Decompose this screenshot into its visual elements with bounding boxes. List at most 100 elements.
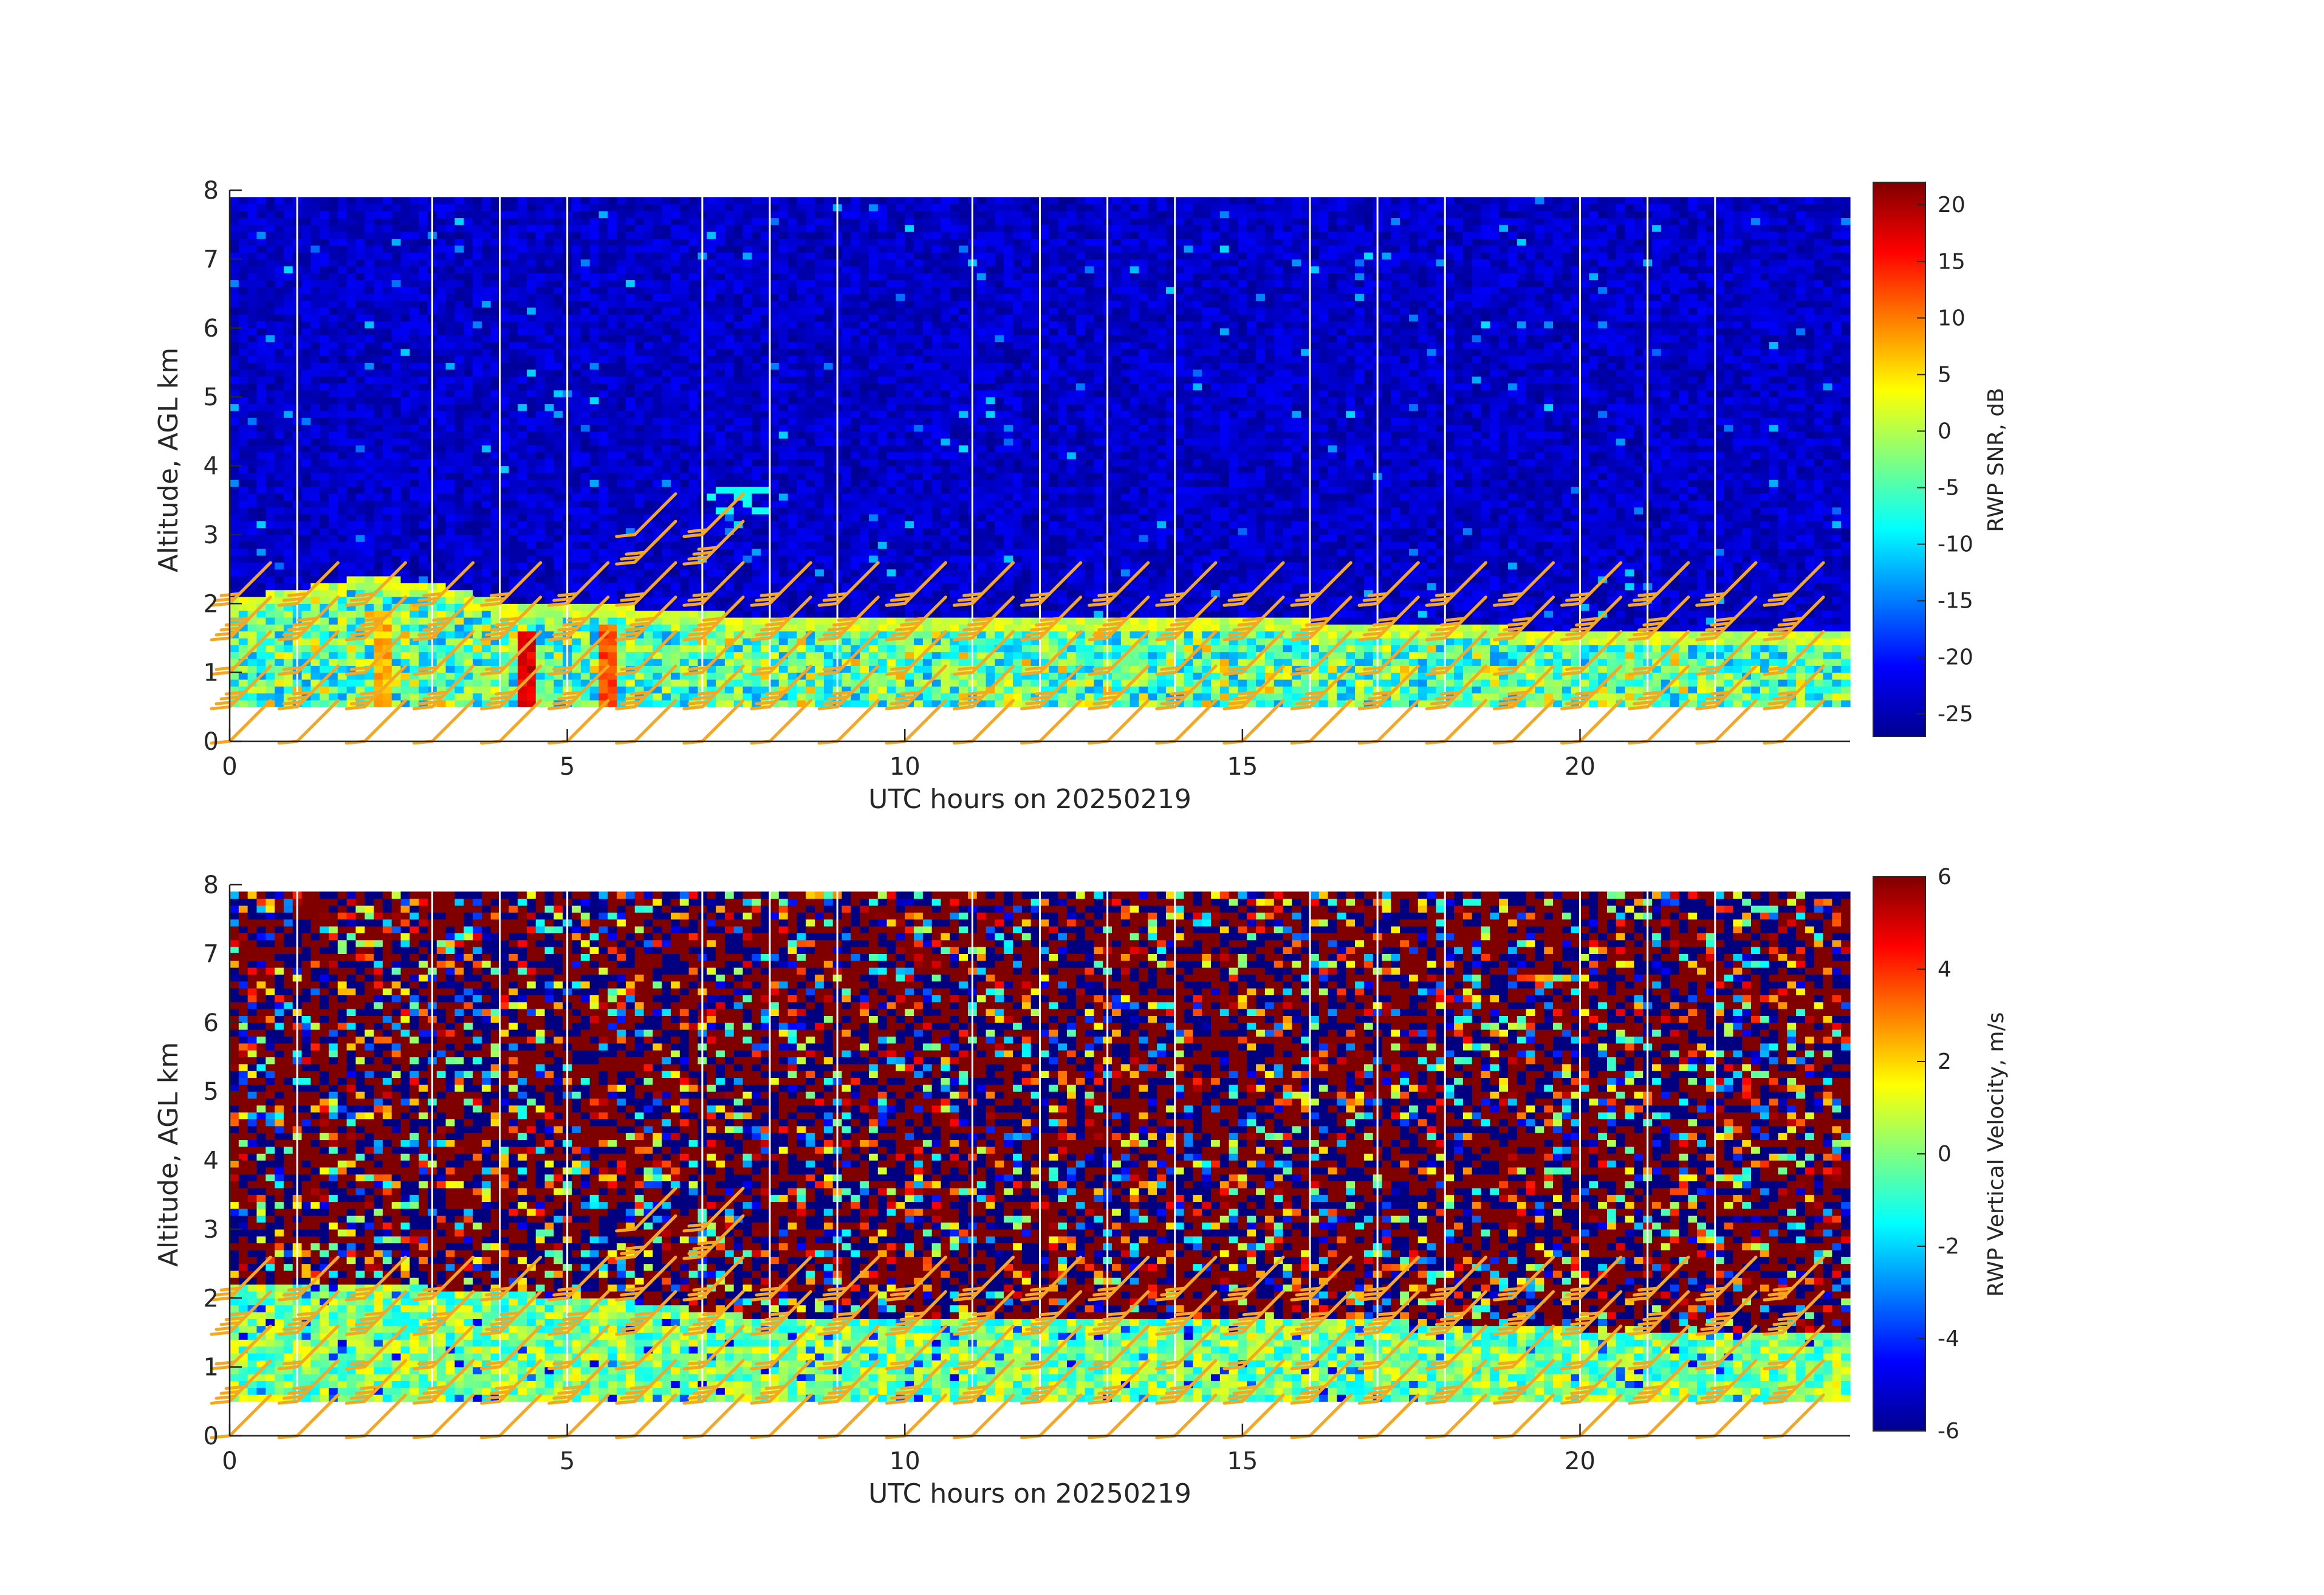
snr-heatmap-cell	[644, 562, 653, 569]
snr-heatmap-cell	[734, 479, 743, 487]
snr-heatmap-cell	[302, 321, 311, 328]
snr-heatmap-cell	[536, 403, 545, 411]
snr-heatmap-cell	[383, 673, 392, 680]
snr-heatmap-cell	[707, 403, 716, 411]
snr-heatmap-cell	[797, 266, 806, 273]
snr-heatmap-cell	[590, 321, 599, 328]
snr-heatmap-cell	[410, 617, 419, 625]
snr-heatmap-cell	[572, 438, 581, 445]
snr-heatmap-cell	[653, 369, 662, 377]
snr-heatmap-cell	[806, 362, 815, 369]
snr-heatmap-cell	[230, 679, 239, 687]
snr-heatmap-cell	[338, 624, 347, 631]
snr-heatmap-cell	[374, 238, 383, 245]
snr-heatmap-cell	[707, 225, 716, 232]
snr-heatmap-cell	[707, 293, 716, 301]
snr-heatmap-cell	[473, 493, 482, 501]
snr-heatmap-cell	[473, 590, 482, 597]
snr-heatmap-cell	[572, 273, 581, 280]
snr-heatmap-cell	[410, 459, 419, 466]
snr-heatmap-cell	[752, 411, 761, 418]
snr-heatmap-cell	[671, 611, 680, 618]
snr-heatmap-cell	[329, 287, 338, 294]
snr-heatmap-cell	[725, 431, 734, 439]
snr-heatmap-cell	[689, 452, 698, 459]
snr-heatmap-cell	[338, 535, 347, 542]
snr-heatmap-cell	[464, 549, 473, 556]
snr-heatmap-cell	[536, 218, 545, 225]
snr-heatmap-cell	[716, 631, 725, 639]
snr-heatmap-cell	[410, 693, 419, 701]
snr-heatmap-cell	[230, 300, 239, 307]
snr-heatmap-cell	[554, 417, 563, 425]
snr-heatmap-cell	[824, 417, 833, 425]
snr-heatmap-cell	[320, 514, 329, 521]
snr-heatmap-cell	[284, 487, 293, 494]
snr-heatmap-cell	[374, 287, 383, 294]
snr-heatmap-cell	[320, 211, 329, 218]
snr-heatmap-cell	[329, 300, 338, 307]
snr-heatmap-cell	[284, 355, 293, 363]
snr-heatmap-cell	[266, 307, 275, 315]
snr-heatmap-cell	[689, 507, 698, 515]
snr-heatmap-cell	[392, 335, 401, 342]
snr-heatmap-cell	[284, 466, 293, 473]
snr-heatmap-cell	[500, 549, 509, 556]
snr-heatmap-cell	[310, 293, 320, 301]
snr-heatmap-cell	[239, 307, 248, 315]
snr-heatmap-cell	[644, 369, 653, 377]
snr-heatmap-cell	[572, 487, 581, 494]
snr-heatmap-cell	[527, 252, 536, 259]
snr-heatmap-cell	[662, 693, 671, 701]
snr-heatmap-cell	[383, 597, 392, 604]
snr-heatmap-cell	[329, 197, 338, 204]
snr-heatmap-cell	[437, 252, 446, 259]
snr-heatmap-cell	[743, 514, 752, 521]
snr-heatmap-cell	[806, 431, 815, 439]
snr-heatmap-cell	[482, 225, 491, 232]
snr-heatmap-cell	[383, 300, 392, 307]
snr-heatmap-cell	[797, 521, 806, 528]
snr-heatmap-cell	[797, 355, 806, 363]
snr-heatmap-cell	[464, 314, 473, 321]
snr-heatmap-cell	[815, 335, 824, 342]
snr-heatmap-cell	[437, 452, 446, 459]
snr-heatmap-cell	[500, 314, 509, 321]
snr-heatmap-cell	[572, 555, 581, 563]
snr-heatmap-cell	[536, 679, 545, 687]
snr-heatmap-cell	[374, 452, 383, 459]
snr-heatmap-cell	[518, 362, 527, 369]
snr-heatmap-cell	[716, 307, 725, 315]
snr-heatmap-cell	[446, 659, 455, 666]
snr-heatmap-cell	[680, 197, 689, 204]
snr-heatmap-cell	[338, 507, 347, 515]
snr-heatmap-cell	[644, 328, 653, 335]
snr-heatmap-cell	[572, 541, 581, 549]
snr-heatmap-cell	[437, 314, 446, 321]
snr-heatmap-cell	[320, 287, 329, 294]
snr-heatmap-cell	[284, 383, 293, 390]
snr-heatmap-cell	[230, 328, 239, 335]
snr-heatmap-cell	[392, 459, 401, 466]
snr-heatmap-cell	[518, 597, 527, 604]
snr-heatmap-cell	[454, 452, 464, 459]
snr-heatmap-cell	[491, 549, 500, 556]
snr-heatmap-cell	[355, 211, 365, 218]
snr-heatmap-cell	[518, 624, 527, 631]
snr-heatmap-cell	[410, 211, 419, 218]
snr-heatmap-cell	[725, 349, 734, 356]
snr-heatmap-cell	[355, 335, 365, 342]
snr-heatmap-cell	[355, 417, 365, 425]
snr-heatmap-cell	[806, 673, 815, 680]
snr-heatmap-cell	[482, 466, 491, 473]
snr-heatmap-cell	[239, 673, 248, 680]
snr-heatmap-cell	[365, 445, 374, 452]
snr-heatmap-cell	[473, 287, 482, 294]
snr-heatmap-cell	[500, 266, 509, 273]
snr-heatmap-cell	[797, 652, 806, 659]
snr-heatmap-cell	[392, 487, 401, 494]
snr-heatmap-cell	[419, 679, 428, 687]
snr-heatmap-cell	[671, 266, 680, 273]
snr-heatmap-cell	[788, 211, 797, 218]
snr-heatmap-cell	[554, 659, 563, 666]
